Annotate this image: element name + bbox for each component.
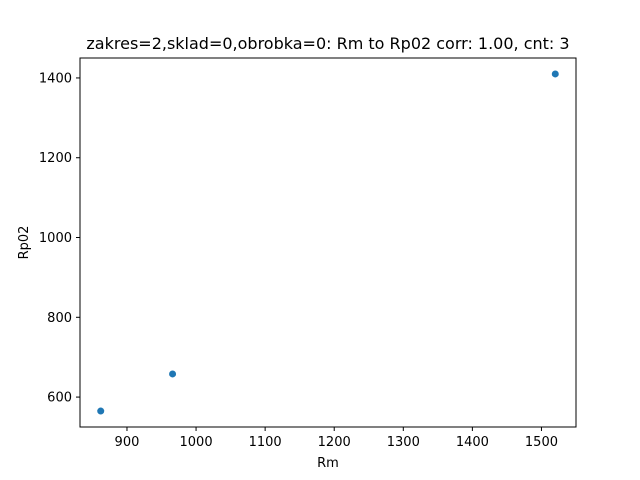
x-axis-ticks: 900 1000 1100 1200 1300 1400 1500 xyxy=(115,427,558,450)
y-tick-label: 1400 xyxy=(39,71,72,86)
y-tick-label: 800 xyxy=(47,311,72,326)
x-tick-label: 1500 xyxy=(525,435,558,450)
data-point xyxy=(169,370,177,378)
x-tick-label: 1200 xyxy=(318,435,351,450)
x-tick-label: 1400 xyxy=(456,435,489,450)
y-tick-label: 1000 xyxy=(39,231,72,246)
data-point xyxy=(97,407,105,415)
plot-area xyxy=(80,58,576,427)
y-axis-label: Rp02 xyxy=(17,226,32,260)
x-tick-label: 1000 xyxy=(180,435,213,450)
x-tick-label: 1100 xyxy=(249,435,282,450)
y-axis-ticks: 600 800 1000 1200 1400 xyxy=(39,71,80,406)
x-axis-label: Rm xyxy=(317,456,339,471)
plot-frame xyxy=(79,57,577,428)
points-layer xyxy=(97,70,559,415)
data-point xyxy=(551,70,559,78)
y-tick-label: 1200 xyxy=(39,151,72,166)
chart-title: zakres=2,sklad=0,obrobka=0: Rm to Rp02 c… xyxy=(86,34,569,53)
x-tick-label: 1300 xyxy=(387,435,420,450)
y-tick-label: 600 xyxy=(47,391,72,406)
x-tick-label: 900 xyxy=(115,435,140,450)
